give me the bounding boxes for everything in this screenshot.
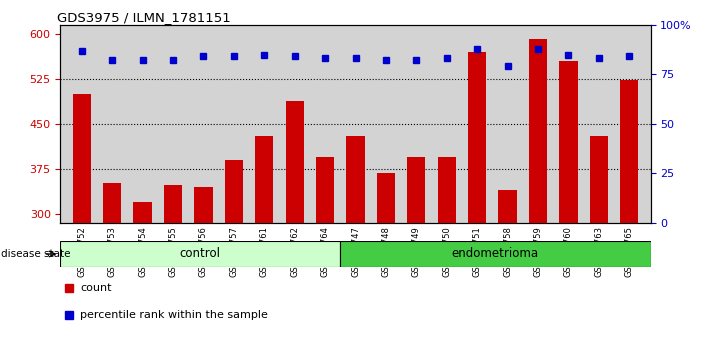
Text: GDS3975 / ILMN_1781151: GDS3975 / ILMN_1781151 [58, 11, 231, 24]
Bar [560, 61, 577, 223]
Bar [620, 80, 638, 223]
Bar [60, 241, 340, 267]
Text: endometrioma: endometrioma [451, 247, 539, 261]
Text: control: control [180, 247, 220, 261]
Bar [164, 185, 182, 223]
Bar [255, 136, 273, 223]
Bar [103, 183, 122, 223]
Bar [225, 160, 243, 223]
Bar [316, 157, 334, 223]
Text: disease state: disease state [1, 249, 70, 259]
Bar [73, 94, 91, 223]
Bar [529, 39, 547, 223]
Bar [194, 187, 213, 223]
Bar [468, 52, 486, 223]
Bar [438, 157, 456, 223]
Text: percentile rank within the sample: percentile rank within the sample [80, 310, 268, 320]
Text: count: count [80, 284, 112, 293]
Bar [134, 202, 151, 223]
Bar [286, 101, 304, 223]
Bar [589, 136, 608, 223]
Bar [407, 157, 425, 223]
Bar [346, 136, 365, 223]
Bar [498, 190, 517, 223]
Bar [340, 241, 651, 267]
Bar [377, 173, 395, 223]
